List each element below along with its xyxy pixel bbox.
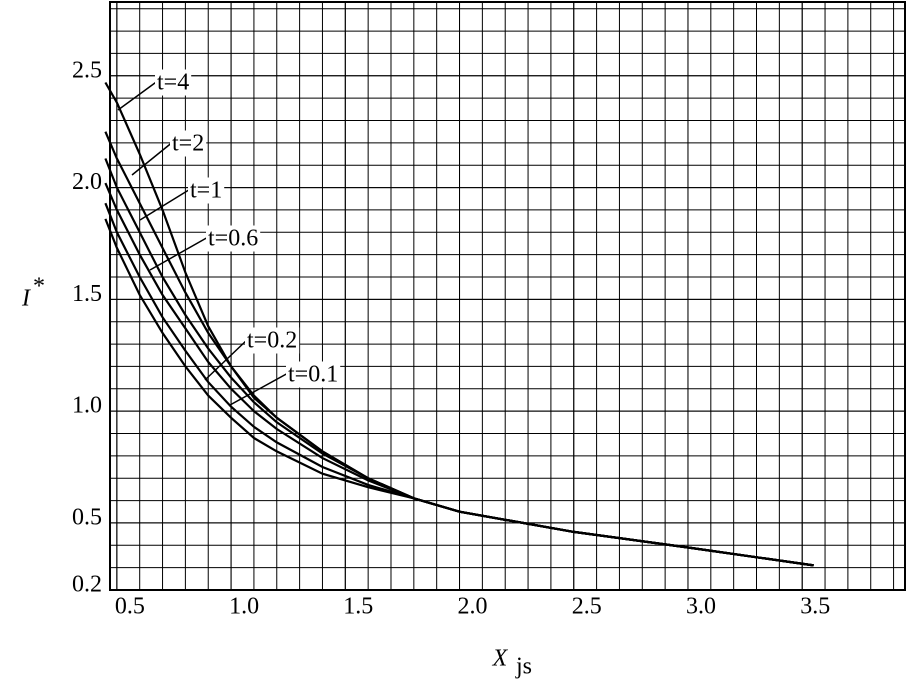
curve <box>104 218 814 567</box>
curve-label-bg <box>170 130 207 157</box>
leader-line <box>131 140 175 176</box>
leader-line <box>149 235 211 271</box>
curve-label: t=2 <box>172 131 204 157</box>
y-tick-label: 0.5 <box>72 504 102 530</box>
curve-label: t=0.6 <box>208 226 258 252</box>
axis-labels: X js I * <box>21 274 532 680</box>
y-axis-label: I <box>21 286 31 312</box>
curve-label: t=4 <box>157 70 189 96</box>
x-tick-label: 1.0 <box>229 594 259 620</box>
x-tick-label: 3.5 <box>800 594 830 620</box>
y-tick-label: 1.5 <box>72 281 102 307</box>
x-tick-label: 1.5 <box>343 594 373 620</box>
y-tick-label: 2.5 <box>72 57 102 83</box>
curve-label-bg <box>188 177 225 204</box>
leader-line <box>117 79 160 111</box>
y-tick-label: 2.0 <box>72 169 102 195</box>
curve-label: t=1 <box>190 178 222 204</box>
curve-label: t=0.2 <box>247 328 297 354</box>
y-tick-label: 1.0 <box>72 393 102 419</box>
curve-label-bg <box>155 69 192 96</box>
leader-line <box>139 187 193 221</box>
x-tick-label: 2.5 <box>572 594 602 620</box>
x-tick-label: 3.0 <box>686 594 716 620</box>
x-tick-label: 2.0 <box>458 594 488 620</box>
x-axis-label-sub: js <box>515 654 532 680</box>
y-axis-label-sub: * <box>33 274 45 300</box>
curve-label-bg <box>245 327 300 354</box>
x-tick-label: 0.5 <box>115 594 145 620</box>
leader-line <box>229 371 291 406</box>
curve-label: t=0.1 <box>288 362 338 388</box>
x-axis-label: X <box>492 646 509 672</box>
curve-label-bg <box>206 225 261 252</box>
leader-line <box>204 337 250 381</box>
curve-label-bg <box>286 361 341 388</box>
y-tick-label: 0.2 <box>72 572 102 598</box>
plot-frame <box>109 1 906 591</box>
